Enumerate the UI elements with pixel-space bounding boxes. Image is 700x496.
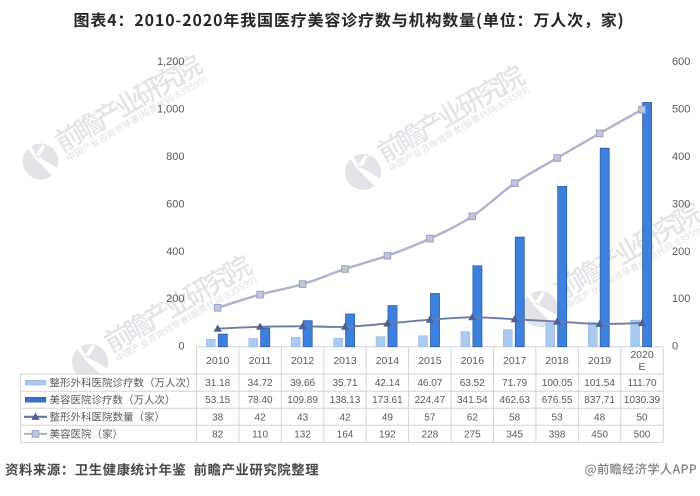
svg-text:200: 200 [672, 246, 690, 258]
svg-text:600: 600 [166, 198, 184, 210]
svg-text:110: 110 [252, 429, 268, 440]
svg-text:132: 132 [294, 429, 311, 440]
svg-text:0: 0 [672, 341, 678, 353]
svg-text:2010: 2010 [206, 355, 230, 367]
svg-text:2011: 2011 [249, 355, 272, 367]
svg-text:57: 57 [424, 412, 436, 423]
svg-text:100: 100 [672, 293, 690, 305]
svg-text:345: 345 [506, 429, 523, 440]
svg-text:2013: 2013 [333, 355, 357, 367]
svg-text:500: 500 [634, 429, 651, 440]
svg-text:2012: 2012 [291, 355, 315, 367]
svg-text:228: 228 [422, 429, 439, 440]
svg-text:600: 600 [672, 56, 690, 68]
svg-text:224.47: 224.47 [415, 395, 446, 406]
svg-text:837.71: 837.71 [584, 395, 615, 406]
svg-text:676.55: 676.55 [542, 395, 573, 406]
svg-text:138.13: 138.13 [330, 395, 361, 406]
svg-text:109.89: 109.89 [287, 395, 318, 406]
svg-text:800: 800 [166, 151, 184, 163]
svg-text:42: 42 [339, 412, 351, 423]
svg-text:0: 0 [178, 341, 184, 353]
svg-text:173.61: 173.61 [372, 395, 403, 406]
svg-text:50: 50 [636, 412, 648, 423]
svg-text:192: 192 [379, 429, 396, 440]
svg-text:1030.39: 1030.39 [624, 395, 661, 406]
svg-text:400: 400 [166, 246, 184, 258]
svg-text:1,000: 1,000 [157, 104, 185, 116]
svg-text:500: 500 [672, 104, 690, 116]
svg-text:63.52: 63.52 [460, 378, 485, 389]
svg-text:100.05: 100.05 [542, 378, 573, 389]
svg-text:E: E [638, 361, 645, 373]
svg-text:82: 82 [212, 429, 224, 440]
svg-text:35.71: 35.71 [332, 378, 357, 389]
svg-text:39.66: 39.66 [290, 378, 315, 389]
svg-text:101.54: 101.54 [584, 378, 615, 389]
svg-text:78.40: 78.40 [248, 395, 273, 406]
svg-text:111.70: 111.70 [627, 378, 657, 389]
svg-text:275: 275 [464, 429, 481, 440]
svg-text:2017: 2017 [503, 355, 527, 367]
svg-text:2014: 2014 [376, 355, 400, 367]
svg-text:71.79: 71.79 [502, 378, 527, 389]
svg-text:1,200: 1,200 [157, 56, 185, 68]
svg-text:31.18: 31.18 [205, 378, 230, 389]
svg-text:2016: 2016 [461, 355, 485, 367]
svg-text:200: 200 [166, 293, 184, 305]
svg-text:400: 400 [672, 151, 690, 163]
svg-text:46.07: 46.07 [417, 378, 442, 389]
svg-text:58: 58 [509, 412, 521, 423]
svg-text:398: 398 [549, 429, 566, 440]
svg-text:34.72: 34.72 [248, 378, 273, 389]
svg-text:42: 42 [255, 412, 267, 423]
svg-text:62: 62 [467, 412, 479, 423]
svg-text:53: 53 [552, 412, 564, 423]
svg-text:2018: 2018 [545, 355, 569, 367]
svg-text:38: 38 [212, 412, 224, 423]
svg-text:462.63: 462.63 [499, 395, 530, 406]
svg-text:341.54: 341.54 [457, 395, 488, 406]
svg-text:300: 300 [672, 198, 690, 210]
svg-text:2020: 2020 [630, 349, 654, 361]
svg-text:2015: 2015 [418, 355, 442, 367]
svg-text:2019: 2019 [588, 355, 612, 367]
svg-text:42.14: 42.14 [375, 378, 400, 389]
svg-text:49: 49 [382, 412, 394, 423]
svg-text:53.15: 53.15 [205, 395, 230, 406]
svg-text:48: 48 [594, 412, 606, 423]
svg-text:164: 164 [337, 429, 354, 440]
svg-text:43: 43 [297, 412, 309, 423]
svg-text:450: 450 [591, 429, 608, 440]
